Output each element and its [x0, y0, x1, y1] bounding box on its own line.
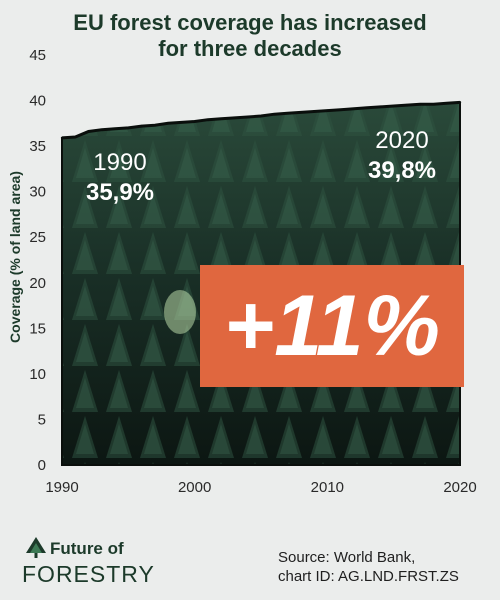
future-of-forestry-logo: Future of FORESTRY — [22, 536, 182, 588]
y-tick-label: 40 — [29, 93, 46, 110]
y-tick-label: 20 — [29, 275, 46, 292]
tree-icon — [26, 537, 46, 558]
callouts: 1990 35,9% 2020 39,8% — [86, 127, 436, 206]
area-outline — [61, 101, 461, 466]
logo-text-line-2: FORESTRY — [22, 561, 155, 587]
x-tick-label: 2000 — [178, 479, 211, 496]
increase-badge: +11% — [200, 265, 464, 387]
y-axis: 0 5 10 15 20 25 30 35 40 45 — [29, 47, 46, 474]
callout-2020-value: 39,8% — [368, 157, 436, 184]
chart-title-line-1: EU forest coverage has increased — [73, 10, 427, 35]
x-tick-label: 2020 — [443, 479, 476, 496]
y-tick-label: 15 — [29, 320, 46, 337]
y-tick-label: 35 — [29, 138, 46, 155]
light-tree-highlight — [164, 290, 196, 334]
callout-2020-year: 2020 — [375, 127, 428, 154]
y-tick-label: 10 — [29, 366, 46, 383]
source-line-1: Source: World Bank, — [278, 549, 416, 566]
callout-1990-year: 1990 — [93, 149, 146, 176]
logo-text-line-1: Future of — [50, 539, 124, 558]
x-tick-label: 2010 — [311, 479, 344, 496]
x-tick-label: 1990 — [45, 479, 78, 496]
y-tick-label: 30 — [29, 184, 46, 201]
forest-area-series — [60, 100, 462, 466]
y-tick-label: 45 — [29, 47, 46, 64]
y-tick-label: 5 — [38, 411, 46, 428]
chart-title-line-2: for three decades — [158, 36, 342, 61]
source-line-2: chart ID: AG.LND.FRST.ZS — [278, 568, 459, 585]
x-axis: 1990 2000 2010 2020 — [45, 479, 476, 496]
y-axis-label: Coverage (% of land area) — [7, 171, 23, 343]
y-tick-label: 25 — [29, 229, 46, 246]
callout-1990-value: 35,9% — [86, 179, 154, 206]
chart-title: EU forest coverage has increased for thr… — [0, 10, 500, 62]
y-tick-label: 0 — [38, 457, 46, 474]
source-note: Source: World Bank, chart ID: AG.LND.FRS… — [278, 548, 459, 586]
